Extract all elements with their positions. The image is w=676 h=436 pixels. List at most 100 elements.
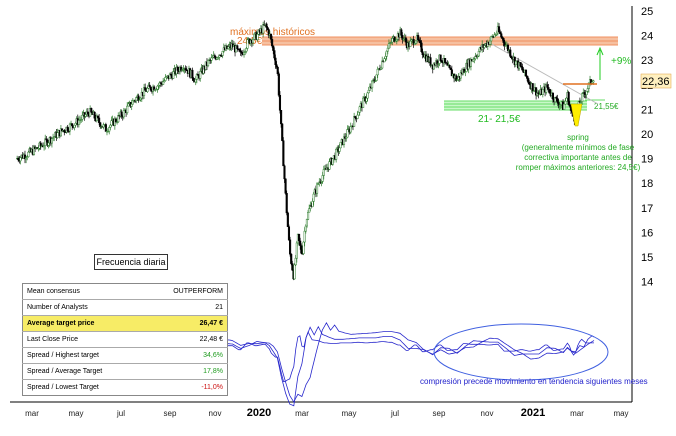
y-tick-label: 18 [641, 178, 653, 190]
candle-body [176, 66, 179, 71]
x-tick-label: mar [570, 409, 584, 418]
candle-body [551, 92, 554, 100]
y-tick-label: 14 [641, 277, 653, 289]
candle-body [328, 161, 331, 170]
x-tick-label: nov [481, 409, 494, 418]
candle-body [439, 54, 442, 61]
candle-body [251, 38, 255, 44]
candle-body [93, 111, 96, 119]
candle-body [61, 128, 64, 132]
candle-body [143, 87, 146, 96]
x-tick-label: 2021 [521, 407, 545, 419]
x-tick-label: may [613, 409, 628, 418]
candle-body [289, 239, 292, 255]
candle-body [66, 126, 69, 132]
candle-body [195, 74, 198, 80]
candle-body [521, 66, 524, 71]
candle-body [357, 111, 360, 116]
candle-body [59, 128, 62, 137]
y-tick-label: 15 [641, 252, 653, 264]
candle-body [291, 263, 294, 271]
candle-body [275, 64, 278, 68]
candle-body [287, 226, 291, 241]
consensus-row-value: 26,47 € [143, 315, 228, 332]
candle-body [354, 116, 357, 119]
candle-body [469, 59, 472, 67]
candle-body [109, 124, 112, 128]
candle-body [298, 233, 301, 242]
candle-body [497, 26, 501, 33]
x-tick-label: jul [390, 409, 399, 418]
candle-body [71, 123, 74, 127]
target-label: +9% [611, 56, 631, 67]
candle-body [353, 116, 356, 127]
candle-body [338, 147, 341, 152]
candle-body [345, 136, 348, 139]
consensus-row-label: Spread / Lowest Target [22, 379, 144, 396]
candle-body [273, 50, 276, 59]
candle-body [108, 127, 111, 132]
consensus-row: Last Close Price 22,48 € [22, 331, 228, 348]
candle-body [265, 23, 268, 28]
consensus-row-value: OUTPERFORM [173, 288, 223, 295]
candle-body [146, 88, 149, 92]
candle-body [98, 117, 101, 123]
candle-body [253, 33, 256, 40]
candle-body [335, 148, 338, 160]
candle-body [90, 108, 93, 113]
consensus-row: Number of Analysts 21 [22, 299, 228, 316]
candle-body [192, 77, 195, 81]
candle-body [371, 80, 374, 89]
candle-body [417, 35, 420, 41]
candle-body [592, 80, 595, 83]
consensus-row-value: 21 [143, 299, 228, 316]
y-tick-label: 24 [641, 31, 653, 43]
candle-body [400, 29, 403, 36]
candle-body [274, 57, 277, 65]
candle-body [455, 75, 458, 81]
candle-body [73, 124, 76, 128]
candle-body [436, 60, 439, 65]
consensus-table: Mean consensus OUTPERFORM Number of Analys… [22, 283, 228, 396]
candle-body [135, 97, 138, 101]
candle-body [242, 52, 246, 55]
consensus-row-value: 34,6% [143, 347, 228, 364]
candle-body [450, 69, 453, 77]
candle-body [285, 193, 288, 214]
candle-body [207, 60, 210, 66]
candle-body [53, 136, 56, 138]
resistance-label: máximos históricos [230, 27, 315, 38]
candle-body [387, 43, 390, 49]
candle-body [99, 122, 102, 127]
candle-body [302, 241, 305, 254]
candle-body [567, 92, 570, 105]
candle-body [122, 110, 125, 118]
candle-body [96, 115, 100, 119]
candle-body [528, 82, 531, 85]
candle-body [304, 225, 307, 232]
x-tick-label: may [68, 409, 83, 418]
candle-body [280, 110, 283, 125]
candle-body [490, 36, 493, 42]
candle-body [488, 40, 492, 45]
candle-body [19, 157, 22, 162]
candle-body [262, 24, 265, 34]
candle-body [565, 97, 568, 102]
candle-body [312, 193, 315, 202]
spring-marker [570, 103, 583, 127]
consensus-row-label: Mean consensus [27, 288, 80, 295]
candle-body [286, 212, 289, 227]
trend-line [487, 41, 599, 105]
candle-body [449, 67, 452, 70]
consensus-row: Spread / Average Target 17,8% [22, 363, 228, 380]
candle-body [120, 111, 123, 117]
candle-body [514, 61, 517, 66]
x-tick-label: 2020 [247, 407, 271, 419]
candle-body [281, 123, 284, 141]
candle-body [339, 141, 342, 149]
candle-body [404, 37, 407, 43]
y-tick-label: 19 [641, 154, 653, 166]
candle-body [444, 58, 447, 63]
candle-body [477, 51, 480, 57]
